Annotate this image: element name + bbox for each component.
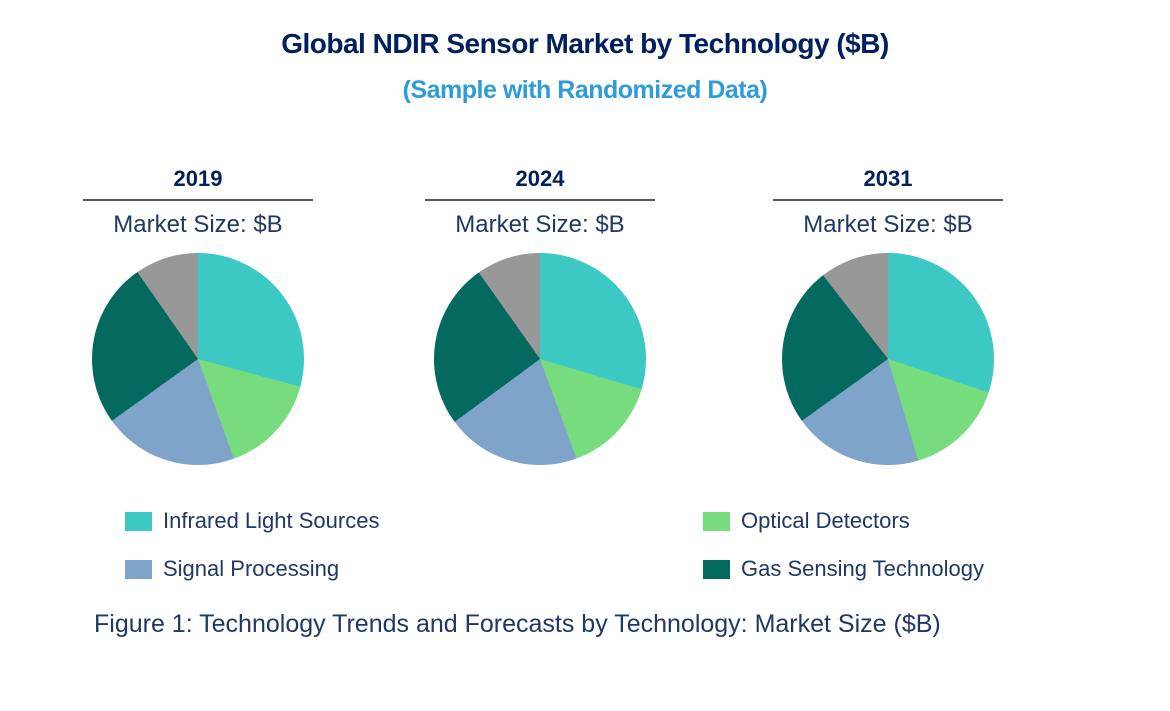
- legend-swatch-optical-detectors: [703, 511, 730, 531]
- page-subtitle: (Sample with Randomized Data): [402, 76, 768, 104]
- legend-swatch-infrared-light-sources: [125, 511, 152, 531]
- legend-item-signal-processing: Signal Processing: [125, 556, 339, 582]
- legend-item-infrared-light-sources: Infrared Light Sources: [125, 508, 379, 534]
- market-size-label-2019: Market Size: $B: [113, 211, 283, 238]
- chart-column-2024: 2024 Market Size: $B: [425, 166, 655, 465]
- legend-label-gas-sensing-technology: Gas Sensing Technology: [741, 556, 984, 581]
- pie-chart-2031: [782, 253, 994, 465]
- legend-swatch-gas-sensing-technology: [703, 559, 730, 579]
- legend-item-optical-detectors: Optical Detectors: [703, 508, 910, 534]
- pie-chart-2019: [92, 253, 304, 465]
- figure-caption: Figure 1: Technology Trends and Forecast…: [94, 610, 941, 638]
- year-header-2024: 2024: [425, 166, 655, 201]
- year-header-2019: 2019: [83, 166, 313, 201]
- page-title: Global NDIR Sensor Market by Technology …: [281, 28, 889, 59]
- pie-chart-2024: [434, 253, 646, 465]
- chart-column-2019: 2019 Market Size: $B: [83, 166, 313, 465]
- legend-item-gas-sensing-technology: Gas Sensing Technology: [703, 556, 984, 582]
- legend-label-optical-detectors: Optical Detectors: [741, 508, 910, 533]
- year-header-2031: 2031: [773, 166, 1003, 201]
- market-size-label-2031: Market Size: $B: [803, 211, 973, 238]
- legend-swatch-signal-processing: [125, 559, 152, 579]
- legend-label-infrared-light-sources: Infrared Light Sources: [163, 508, 380, 533]
- market-size-label-2024: Market Size: $B: [455, 211, 625, 238]
- chart-column-2031: 2031 Market Size: $B: [773, 166, 1003, 465]
- legend-label-signal-processing: Signal Processing: [163, 556, 340, 581]
